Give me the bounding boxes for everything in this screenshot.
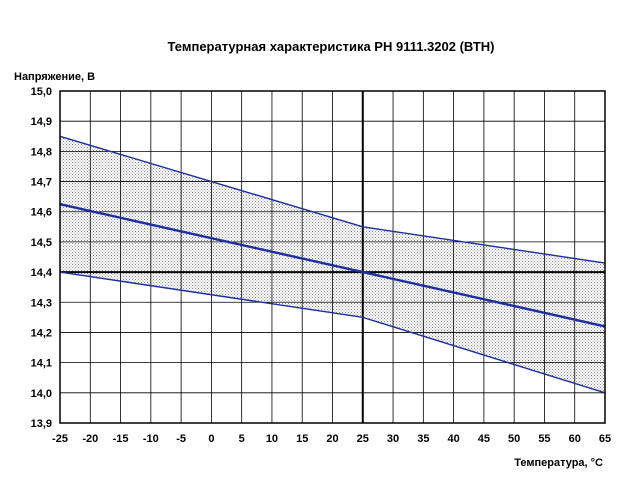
reference-lines bbox=[60, 91, 605, 423]
y-tick-label: 14,6 bbox=[31, 207, 52, 219]
y-axis-ticks: 13,9 14,0 14,1 14,2 14,3 14,4 14,5 14,6 14,7 14,8… bbox=[31, 86, 53, 430]
x-tick-label: 10 bbox=[266, 433, 278, 445]
series-layer bbox=[59, 135, 606, 394]
y-tick-label: 14,1 bbox=[31, 358, 52, 370]
x-tick-label: -20 bbox=[82, 433, 98, 445]
y-tick-label: 14,8 bbox=[31, 146, 52, 158]
x-tick-label: 55 bbox=[538, 433, 550, 445]
y-tick-label: 15,0 bbox=[31, 86, 52, 98]
x-tick-label: 15 bbox=[296, 433, 308, 445]
lower-limit-line bbox=[59, 271, 606, 394]
x-tick-label: 25 bbox=[357, 433, 369, 445]
x-tick-label: 45 bbox=[478, 433, 490, 445]
x-tick-label: 50 bbox=[508, 433, 520, 445]
y-axis-label: Напряжение, В bbox=[14, 71, 95, 83]
y-tick-label: 13,9 bbox=[31, 418, 52, 430]
y-tick-label: 14,0 bbox=[31, 388, 52, 400]
x-axis-label: Температура, °С bbox=[514, 457, 603, 469]
y-tick-label: 14,2 bbox=[31, 327, 52, 339]
x-tick-label: 0 bbox=[208, 433, 214, 445]
x-tick-label: -25 bbox=[52, 433, 68, 445]
x-tick-label: -5 bbox=[176, 433, 186, 445]
upper-limit-line bbox=[59, 135, 606, 264]
x-tick-label: 35 bbox=[417, 433, 429, 445]
x-tick-label: 30 bbox=[387, 433, 399, 445]
x-axis-ticks: -25 -20 -15 -10 -5 0 5 10 15 20 25 30 35 40 45 50 55 60 65 bbox=[52, 433, 611, 445]
x-tick-label: 60 bbox=[569, 433, 581, 445]
y-tick-label: 14,4 bbox=[31, 267, 53, 279]
y-tick-label: 14,7 bbox=[31, 177, 52, 189]
x-tick-label: 40 bbox=[447, 433, 459, 445]
chart-title: Температурная характеристика РН 9111.320… bbox=[168, 39, 495, 54]
y-tick-label: 14,9 bbox=[31, 116, 52, 128]
plot-frame bbox=[59, 90, 606, 424]
y-tick-label: 14,5 bbox=[31, 237, 52, 249]
y-tick-label: 14,3 bbox=[31, 297, 52, 309]
nominal-line bbox=[59, 203, 606, 328]
x-tick-label: 20 bbox=[326, 433, 338, 445]
x-tick-label: -10 bbox=[143, 433, 159, 445]
x-tick-label: -15 bbox=[113, 433, 129, 445]
x-tick-label: 5 bbox=[239, 433, 245, 445]
x-tick-label: 65 bbox=[599, 433, 611, 445]
